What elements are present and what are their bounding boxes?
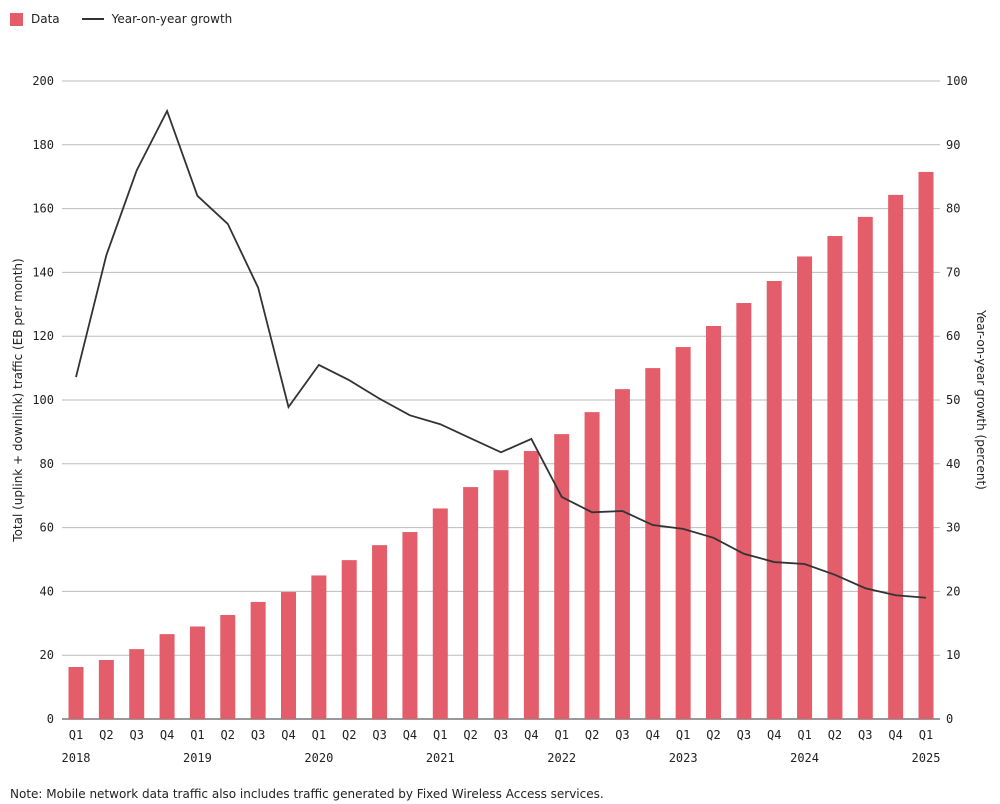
bar: [857, 216, 873, 720]
x-tick-label: Q1: [312, 728, 326, 742]
y2-tick-label: 30: [946, 521, 960, 535]
bar: [281, 592, 296, 719]
x-tick-label: Q1: [919, 728, 933, 742]
bar: [918, 171, 934, 720]
bar: [402, 532, 418, 719]
bar: [159, 634, 175, 719]
x-tick-label: Q4: [160, 728, 174, 742]
x-tick-label: Q2: [99, 728, 113, 742]
bar: [584, 412, 600, 719]
legend: Data Year-on-year growth: [10, 12, 232, 26]
y-tick-label: 80: [40, 457, 54, 471]
bar: [554, 434, 570, 719]
x-year-label: 2024: [790, 751, 819, 765]
y2-tick-label: 50: [946, 393, 960, 407]
bar: [341, 560, 357, 719]
y-tick-label: 20: [40, 648, 54, 662]
y-tick-label: 40: [40, 584, 54, 598]
x-tick-label: Q1: [554, 728, 568, 742]
y-tick-label: 160: [32, 202, 54, 216]
footnote: Note: Mobile network data traffic also i…: [10, 787, 604, 801]
y2-tick-label: 60: [946, 329, 960, 343]
bar: [68, 667, 84, 719]
x-tick-label: Q4: [646, 728, 660, 742]
bar: [493, 470, 509, 719]
y2-tick-label: 100: [946, 74, 968, 88]
y-tick-label: 140: [32, 265, 54, 279]
x-tick-label: Q1: [676, 728, 690, 742]
x-tick-label: Q2: [585, 728, 599, 742]
x-tick-label: Q4: [281, 728, 295, 742]
bar: [645, 368, 661, 719]
y-axis-label: Total (uplink + downlink) traffic (EB pe…: [11, 258, 25, 542]
bar: [797, 256, 813, 719]
x-tick-label: Q2: [706, 728, 720, 742]
y2-tick-label: 80: [946, 202, 960, 216]
y2-tick-label: 10: [946, 648, 960, 662]
growth-line: [75, 108, 927, 599]
x-tick-label: Q2: [221, 728, 235, 742]
x-tick-label: Q2: [342, 728, 356, 742]
x-tick-label: Q3: [129, 728, 143, 742]
legend-swatch-data: [10, 12, 23, 26]
x-tick-label: Q2: [463, 728, 477, 742]
x-tick-label: Q1: [797, 728, 811, 742]
x-tick-label: Q3: [372, 728, 386, 742]
y-tick-label: 180: [32, 138, 54, 152]
bar: [675, 347, 691, 719]
bar: [372, 545, 388, 719]
y-tick-label: 0: [47, 712, 54, 726]
bar: [129, 649, 145, 719]
x-year-label: 2020: [304, 751, 333, 765]
x-tick-label: Q2: [828, 728, 842, 742]
x-tick-label: Q1: [69, 728, 83, 742]
x-tick-label: Q1: [190, 728, 204, 742]
y2-tick-label: 0: [946, 712, 953, 726]
x-tick-label: Q3: [494, 728, 508, 742]
y2-tick-label: 20: [946, 584, 960, 598]
bar: [250, 601, 266, 719]
bar: [432, 508, 448, 719]
legend-line-growth: [81, 18, 104, 20]
x-year-label: 2018: [62, 751, 91, 765]
bar: [766, 281, 782, 719]
x-tick-label: Q1: [433, 728, 447, 742]
y2-axis-label: Year-on-year growth (percent): [974, 309, 988, 490]
y-tick-label: 120: [32, 329, 54, 343]
y2-tick-label: 70: [946, 265, 960, 279]
x-year-label: 2022: [547, 751, 576, 765]
bar: [888, 194, 904, 719]
x-tick-label: Q3: [251, 728, 265, 742]
y-tick-label: 100: [32, 393, 54, 407]
x-year-label: 2023: [669, 751, 698, 765]
x-tick-label: Q4: [403, 728, 417, 742]
bar: [736, 303, 752, 719]
y2-tick-label: 40: [946, 457, 960, 471]
x-year-label: 2019: [183, 751, 212, 765]
bar: [523, 451, 539, 719]
x-year-label: 2025: [912, 751, 941, 765]
y-tick-label: 60: [40, 521, 54, 535]
bar: [98, 659, 114, 719]
legend-label-growth: Year-on-year growth: [111, 12, 233, 26]
x-tick-label: Q4: [767, 728, 781, 742]
x-tick-label: Q3: [737, 728, 751, 742]
y-tick-label: 200: [32, 74, 54, 88]
bar: [311, 575, 327, 719]
bar: [614, 389, 630, 719]
bar: [463, 487, 479, 719]
y2-tick-label: 90: [946, 138, 960, 152]
x-tick-label: Q4: [888, 728, 902, 742]
bar: [220, 615, 236, 719]
x-tick-label: Q3: [615, 728, 629, 742]
x-tick-label: Q3: [858, 728, 872, 742]
bar: [706, 325, 721, 719]
bar: [189, 626, 205, 719]
x-year-label: 2021: [426, 751, 455, 765]
x-tick-label: Q4: [524, 728, 538, 742]
legend-label-data: Data: [31, 12, 60, 26]
bar: [827, 236, 843, 719]
